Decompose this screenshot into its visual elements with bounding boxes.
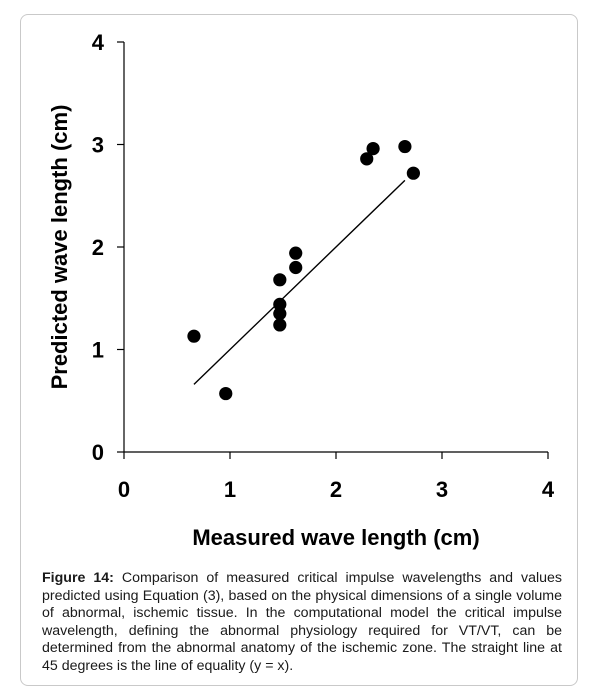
x-tick-label: 2 xyxy=(330,477,342,502)
chart-ticks: 0 1 2 3 4 0 1 2 3 4 xyxy=(92,30,555,502)
data-point xyxy=(273,297,287,311)
caption-label: Figure 14: xyxy=(42,570,114,586)
x-tick-label: 3 xyxy=(436,477,448,502)
data-point xyxy=(187,329,201,343)
data-point xyxy=(398,139,412,154)
x-axis-title: Measured wave length (cm) xyxy=(192,525,479,550)
y-tick-label: 2 xyxy=(92,235,104,260)
data-point xyxy=(273,307,287,321)
figure-frame xyxy=(20,14,578,686)
x-tick-label: 4 xyxy=(542,477,555,502)
scatter-chart: 0 1 2 3 4 0 1 2 3 4 Measured wave length (cm) Pre… xyxy=(47,30,555,550)
y-tick-label: 1 xyxy=(92,338,104,363)
data-point xyxy=(273,273,287,287)
figure-caption: Figure 14: Comparison of measured critic… xyxy=(42,570,562,676)
data-point xyxy=(366,142,380,156)
y-axis-title: Predicted wave length (cm) xyxy=(47,105,72,390)
data-point xyxy=(273,318,287,332)
y-tick-label: 0 xyxy=(92,440,104,465)
equality-line xyxy=(193,179,406,385)
data-point xyxy=(289,260,303,275)
data-point xyxy=(289,246,303,260)
y-tick-label: 4 xyxy=(92,30,105,55)
data-point xyxy=(406,166,420,180)
y-tick-label: 3 xyxy=(92,133,104,158)
data-points xyxy=(187,139,420,401)
x-tick-label: 0 xyxy=(118,477,130,502)
data-point xyxy=(219,386,233,401)
caption-text: Comparison of measured critical impulse … xyxy=(42,570,562,674)
data-point xyxy=(360,152,374,166)
x-tick-label: 1 xyxy=(224,477,236,502)
